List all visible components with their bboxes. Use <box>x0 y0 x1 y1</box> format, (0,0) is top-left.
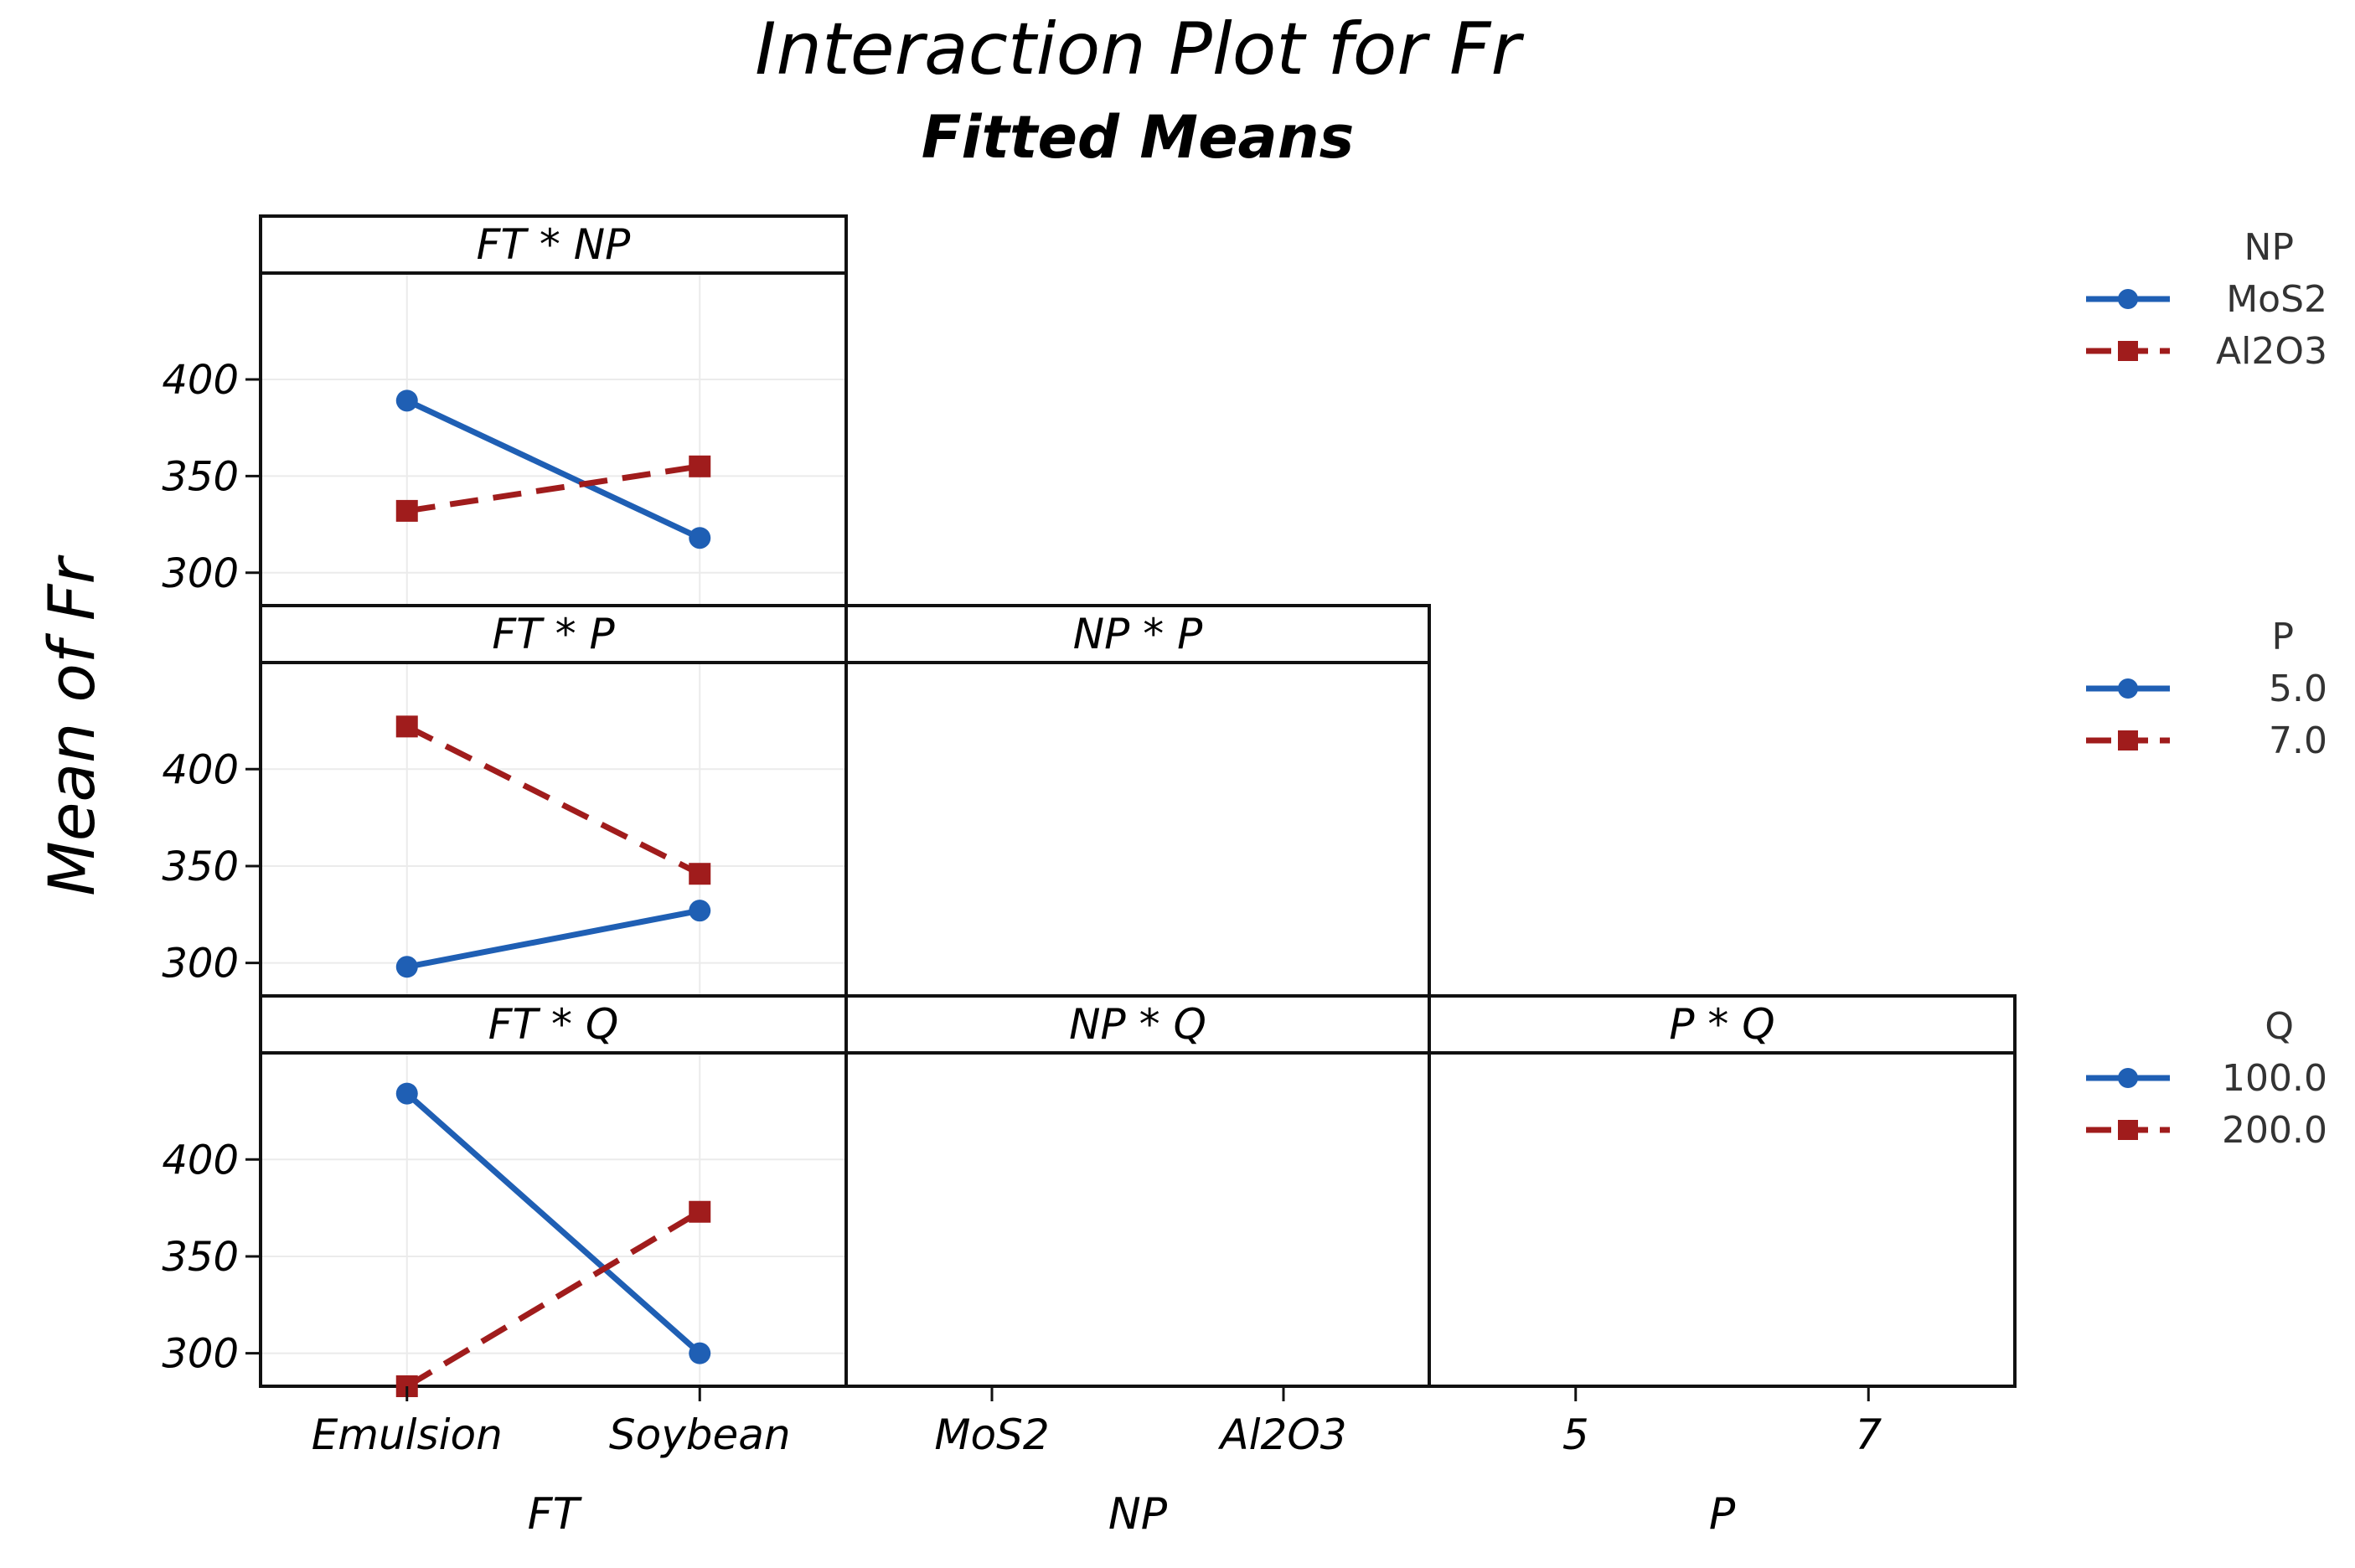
panel-strip <box>259 604 848 664</box>
y-tick-label: 400 <box>162 357 239 404</box>
data-point-Al2O3 <box>395 499 418 522</box>
y-tick-label: 400 <box>162 746 239 793</box>
legend-np: NP MoS2 Al2O3 <box>2086 226 2327 373</box>
panel-strip <box>1428 994 2017 1055</box>
panel-title: NP * P <box>1073 610 1203 658</box>
panel-npp: NP * P <box>844 604 1431 998</box>
panel-frame <box>259 661 848 998</box>
y-tick-label: 350 <box>162 843 239 890</box>
y-tick-label: 300 <box>162 1331 239 1378</box>
y-axis-label: Mean of Fr <box>34 554 109 895</box>
series-line-100.0 <box>405 1091 702 1356</box>
y-tick-label: 400 <box>162 1137 239 1184</box>
data-point-Al2O3 <box>689 455 711 477</box>
series-line-5.0 <box>406 907 700 970</box>
y-tick-label: 350 <box>162 1234 239 1281</box>
legend-marker <box>2118 1068 2138 1088</box>
x-axis-labels: Emulsion Soybean FT MoS2 Al2O3 NP 5 7 P <box>312 1386 1882 1540</box>
panel-ftp: FT * P <box>259 604 848 998</box>
panel-pq: P * Q <box>1428 994 2017 1388</box>
y-tick-label: 300 <box>162 550 239 597</box>
panel-ftq: FT * Q <box>259 994 848 1397</box>
series-line-Al2O3 <box>406 463 700 514</box>
panel-frame <box>1428 1051 2017 1388</box>
panel-ftnp: FT * NP <box>259 214 848 607</box>
panel-title: P * Q <box>1669 1000 1774 1049</box>
x-tick-label: Al2O3 <box>1217 1411 1346 1459</box>
panel-frame <box>844 1051 1431 1388</box>
x-tick-label: 7 <box>1855 1411 1882 1459</box>
data-point-100.0 <box>689 1342 711 1364</box>
legend-item-label: Al2O3 <box>2216 330 2327 373</box>
legend-title: NP <box>2244 226 2294 269</box>
data-point-MoS2 <box>395 389 418 412</box>
legend-item-label: 200.0 <box>2222 1109 2327 1152</box>
data-point-MoS2 <box>689 527 711 549</box>
panel-strip <box>844 604 1431 664</box>
series-line-MoS2 <box>405 398 701 541</box>
legend-item-label: 7.0 <box>2269 720 2327 762</box>
panel-frame <box>259 271 848 607</box>
data-point-5.0 <box>395 956 418 978</box>
legend-area: NP MoS2 Al2O3 P 5.0 7.0 Q 100.0 200.0 <box>2086 226 2327 1152</box>
legend-title: P <box>2271 616 2294 658</box>
legend-item-label: 5.0 <box>2269 668 2327 710</box>
legend-p: P 5.0 7.0 <box>2086 616 2327 762</box>
legend-q: Q 100.0 200.0 <box>2086 1005 2327 1152</box>
chart-title: Interaction Plot for Fr <box>755 8 1524 91</box>
data-point-200.0 <box>689 1200 711 1223</box>
y-axis-row-3: 300 350 400 <box>162 1137 261 1378</box>
data-point-5.0 <box>689 900 711 922</box>
legend-marker <box>2118 341 2138 361</box>
panel-npq: NP * Q <box>844 994 1431 1388</box>
legend-marker <box>2118 1120 2138 1140</box>
chart-subtitle: Fitted Means <box>922 103 1355 172</box>
x-tick-label: 5 <box>1562 1411 1589 1459</box>
x-tick-label: Emulsion <box>312 1411 503 1459</box>
y-tick-label: 300 <box>162 941 239 988</box>
panel-strip <box>259 994 848 1055</box>
data-point-100.0 <box>395 1082 418 1105</box>
y-tick-label: 350 <box>162 453 239 500</box>
legend-item-label: MoS2 <box>2226 278 2327 321</box>
x-axis-title: P <box>1709 1489 1736 1540</box>
panel-title: FT * P <box>492 610 615 658</box>
panel-title: FT * NP <box>477 220 631 269</box>
legend-marker <box>2118 289 2138 309</box>
x-axis-title: FT <box>528 1489 583 1540</box>
series-line-200.0 <box>405 1209 702 1390</box>
panel-strip <box>844 994 1431 1055</box>
panel-frame <box>844 661 1431 998</box>
panel-grid: 300 350 400 300 350 400 300 350 400 FT * NP FT * P… <box>162 214 2017 1397</box>
legend-title: Q <box>2265 1005 2294 1048</box>
legend-item-label: 100.0 <box>2222 1057 2327 1100</box>
data-point-7.0 <box>689 863 711 885</box>
y-axis-row-2: 300 350 400 <box>162 746 261 988</box>
panel-title: FT * Q <box>488 1000 618 1049</box>
x-tick-label: Soybean <box>609 1411 791 1459</box>
legend-marker <box>2118 730 2138 750</box>
data-point-7.0 <box>395 715 418 738</box>
series-line-7.0 <box>405 724 701 877</box>
legend-marker <box>2118 678 2138 699</box>
x-axis-title: NP <box>1108 1489 1168 1540</box>
y-axis-row-1: 300 350 400 <box>162 357 261 597</box>
panel-title: NP * Q <box>1069 1000 1206 1049</box>
x-tick-label: MoS2 <box>934 1411 1049 1459</box>
